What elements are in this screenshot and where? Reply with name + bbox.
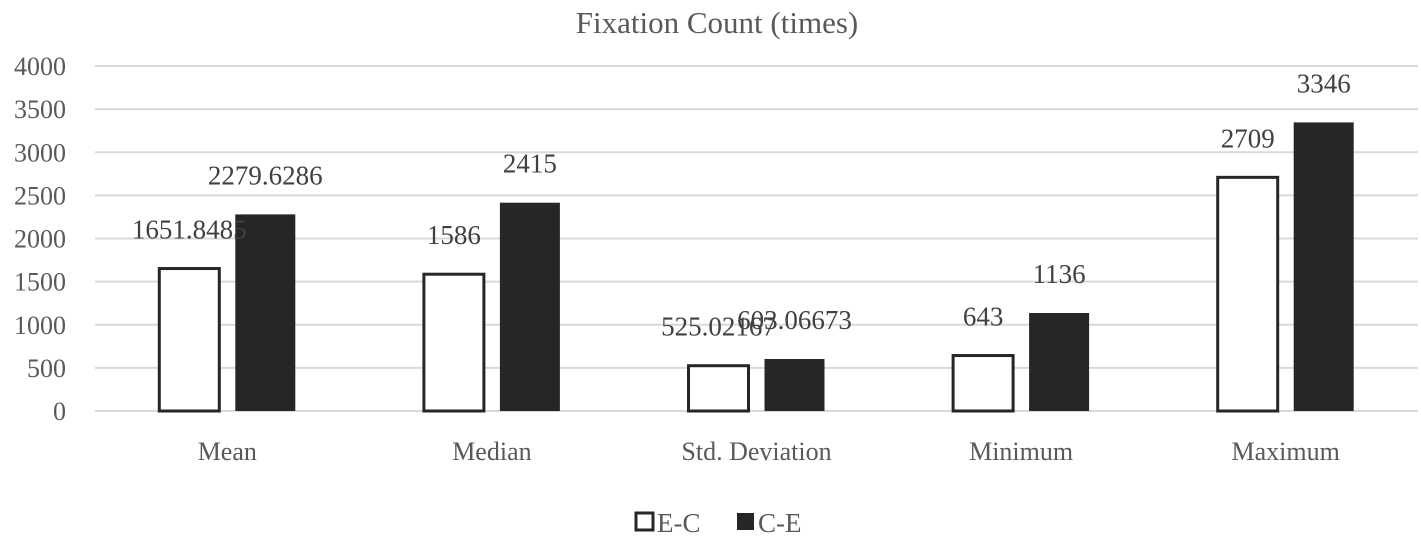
data-label: 2415 (503, 149, 557, 179)
bar-c-e-minimum (1029, 313, 1090, 411)
y-tick-label: 1000 (14, 311, 66, 340)
legend-label-e-c: E-C (657, 508, 701, 538)
data-label: 525.02167 (661, 312, 776, 342)
y-tick-label: 2500 (14, 181, 66, 210)
y-tick-label: 0 (53, 397, 66, 426)
x-tick-label: Minimum (969, 437, 1073, 466)
bar-c-e-maximum (1293, 122, 1354, 411)
x-tick-label: Maximum (1232, 437, 1340, 466)
x-tick-label: Mean (198, 437, 257, 466)
legend-label-c-e: C-E (758, 508, 802, 538)
data-label: 2279.6286 (208, 160, 323, 190)
bar-e-c-maximum (1216, 175, 1280, 413)
bar-e-c-mean (157, 267, 221, 413)
bar-c-e-mean (235, 214, 296, 411)
data-label: 1136 (1033, 259, 1086, 289)
data-label: 1586 (427, 220, 481, 250)
y-tick-label: 3000 (14, 138, 66, 167)
bar-e-c-median (422, 272, 486, 413)
chart-title: Fixation Count (times) (576, 5, 858, 40)
bar-c-e-median (499, 202, 560, 411)
bars (157, 122, 1354, 413)
data-labels: 1651.8485 2279.6286 1586 2415 525.02167603.0… (132, 68, 1351, 341)
y-tick-label: 2000 (14, 225, 66, 254)
x-tick-label: Median (452, 437, 531, 466)
legend: E-C C-E (634, 508, 802, 538)
x-tick-label: Std. Deviation (681, 437, 831, 466)
data-label: 1651.8485 (132, 215, 247, 245)
y-tick-label: 3500 (14, 95, 66, 124)
data-label: 3346 (1297, 68, 1351, 98)
x-axis-ticks: Mean Median Std. Deviation Minimum Maximum (198, 437, 1340, 466)
y-axis-ticks: 0 500 1000 1500 2000 2500 3000 3500 4000 (14, 52, 66, 426)
bar-c-e-std-deviation (764, 358, 825, 411)
legend-swatch-e-c (634, 511, 655, 532)
bar-e-c-std-deviation (687, 364, 750, 413)
y-tick-label: 500 (27, 354, 66, 383)
legend-swatch-c-e (737, 513, 754, 530)
y-tick-label: 1500 (14, 268, 66, 297)
data-label: 603.06673 (737, 305, 852, 335)
bar-e-c-minimum (951, 354, 1015, 413)
gridlines (95, 65, 1418, 412)
data-label: 2709 (1221, 123, 1275, 153)
y-tick-label: 4000 (14, 52, 66, 81)
data-label: 643 (963, 302, 1004, 332)
